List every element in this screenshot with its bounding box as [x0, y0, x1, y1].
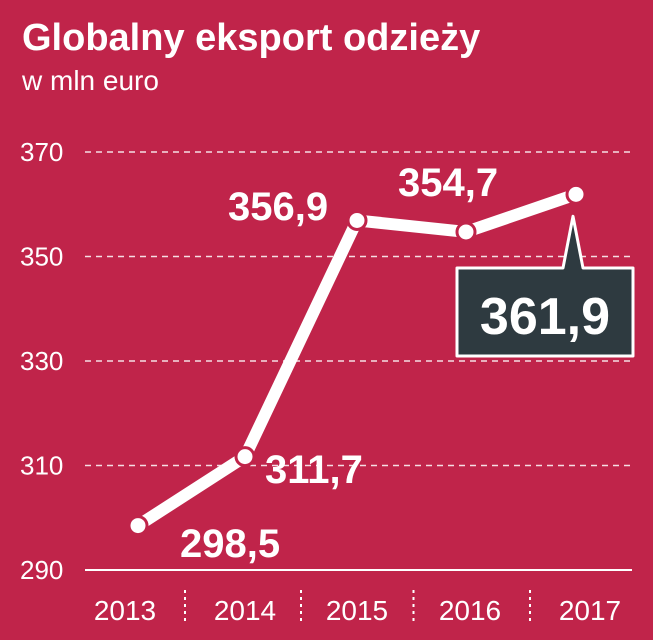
chart-title: Globalny eksport odzieży: [22, 17, 480, 59]
x-tick-label: 2016: [439, 595, 501, 626]
x-tick-label: 2014: [214, 595, 276, 626]
data-label: 298,5: [180, 522, 280, 566]
y-tick-label: 290: [20, 555, 63, 585]
y-tick-label: 310: [20, 451, 63, 481]
data-labels: 298,5 311,7 356,9 354,7 361,9: [180, 161, 635, 566]
y-axis-ticks: 290 310 330 350 370: [20, 137, 63, 585]
y-tick-label: 370: [20, 137, 63, 167]
data-point: [346, 209, 368, 231]
data-point: [234, 446, 256, 468]
x-tick-label: 2015: [326, 595, 388, 626]
y-tick-label: 330: [20, 346, 63, 376]
x-axis-separators: [184, 590, 531, 625]
chart-subtitle: w mln euro: [21, 65, 159, 96]
y-tick-label: 350: [20, 242, 63, 272]
gridlines: [85, 151, 632, 571]
data-label: 356,9: [228, 185, 328, 229]
data-label: 354,7: [398, 161, 498, 205]
series-line: [127, 183, 587, 537]
x-tick-label: 2013: [94, 595, 156, 626]
data-point: [455, 221, 477, 243]
x-axis-ticks: 2013 2014 2015 2016 2017: [94, 595, 621, 626]
data-point: [127, 515, 149, 537]
highlighted-data-label: 361,9: [480, 288, 610, 346]
highlight-callout-box: [455, 214, 635, 358]
data-label: 311,7: [265, 448, 363, 492]
data-point: [565, 183, 587, 205]
x-tick-label: 2017: [559, 595, 621, 626]
